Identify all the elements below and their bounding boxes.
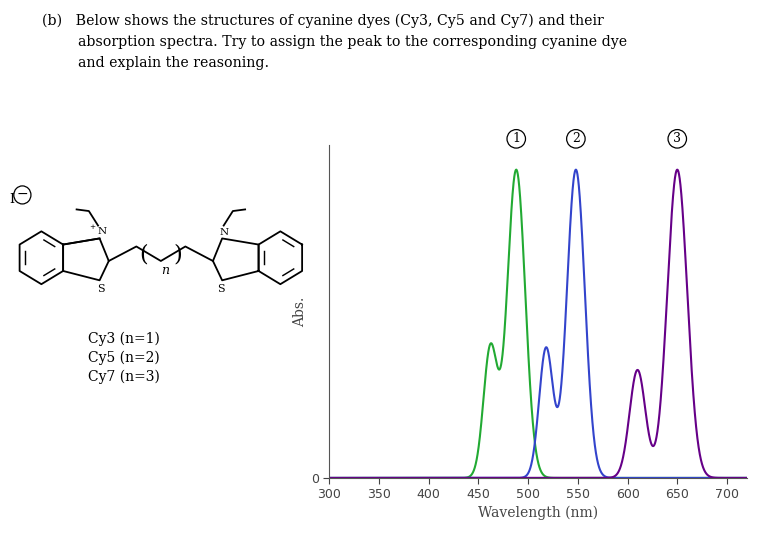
Text: S: S bbox=[217, 284, 224, 294]
Text: −: − bbox=[17, 187, 28, 201]
Text: (b)   Below shows the structures of cyanine dyes (Cy3, Cy5 and Cy7) and their: (b) Below shows the structures of cyanin… bbox=[42, 13, 604, 28]
Text: 3: 3 bbox=[673, 132, 681, 146]
Text: $^+$N: $^+$N bbox=[88, 224, 108, 237]
Text: and explain the reasoning.: and explain the reasoning. bbox=[42, 56, 270, 70]
Text: Cy7 (n=3): Cy7 (n=3) bbox=[88, 370, 160, 384]
Text: Cy3 (n=1): Cy3 (n=1) bbox=[88, 331, 160, 345]
Text: absorption spectra. Try to assign the peak to the corresponding cyanine dye: absorption spectra. Try to assign the pe… bbox=[42, 35, 627, 49]
Text: S: S bbox=[97, 284, 105, 294]
Text: n: n bbox=[162, 264, 169, 277]
Text: (: ( bbox=[139, 244, 149, 265]
Text: 2: 2 bbox=[572, 132, 580, 146]
X-axis label: Wavelength (nm): Wavelength (nm) bbox=[478, 505, 598, 520]
Y-axis label: Abs.: Abs. bbox=[293, 296, 307, 326]
Text: Cy5 (n=2): Cy5 (n=2) bbox=[88, 351, 160, 365]
Text: ): ) bbox=[173, 244, 182, 265]
Text: 1: 1 bbox=[512, 132, 520, 146]
Text: I: I bbox=[10, 193, 15, 206]
Text: N: N bbox=[219, 228, 228, 237]
